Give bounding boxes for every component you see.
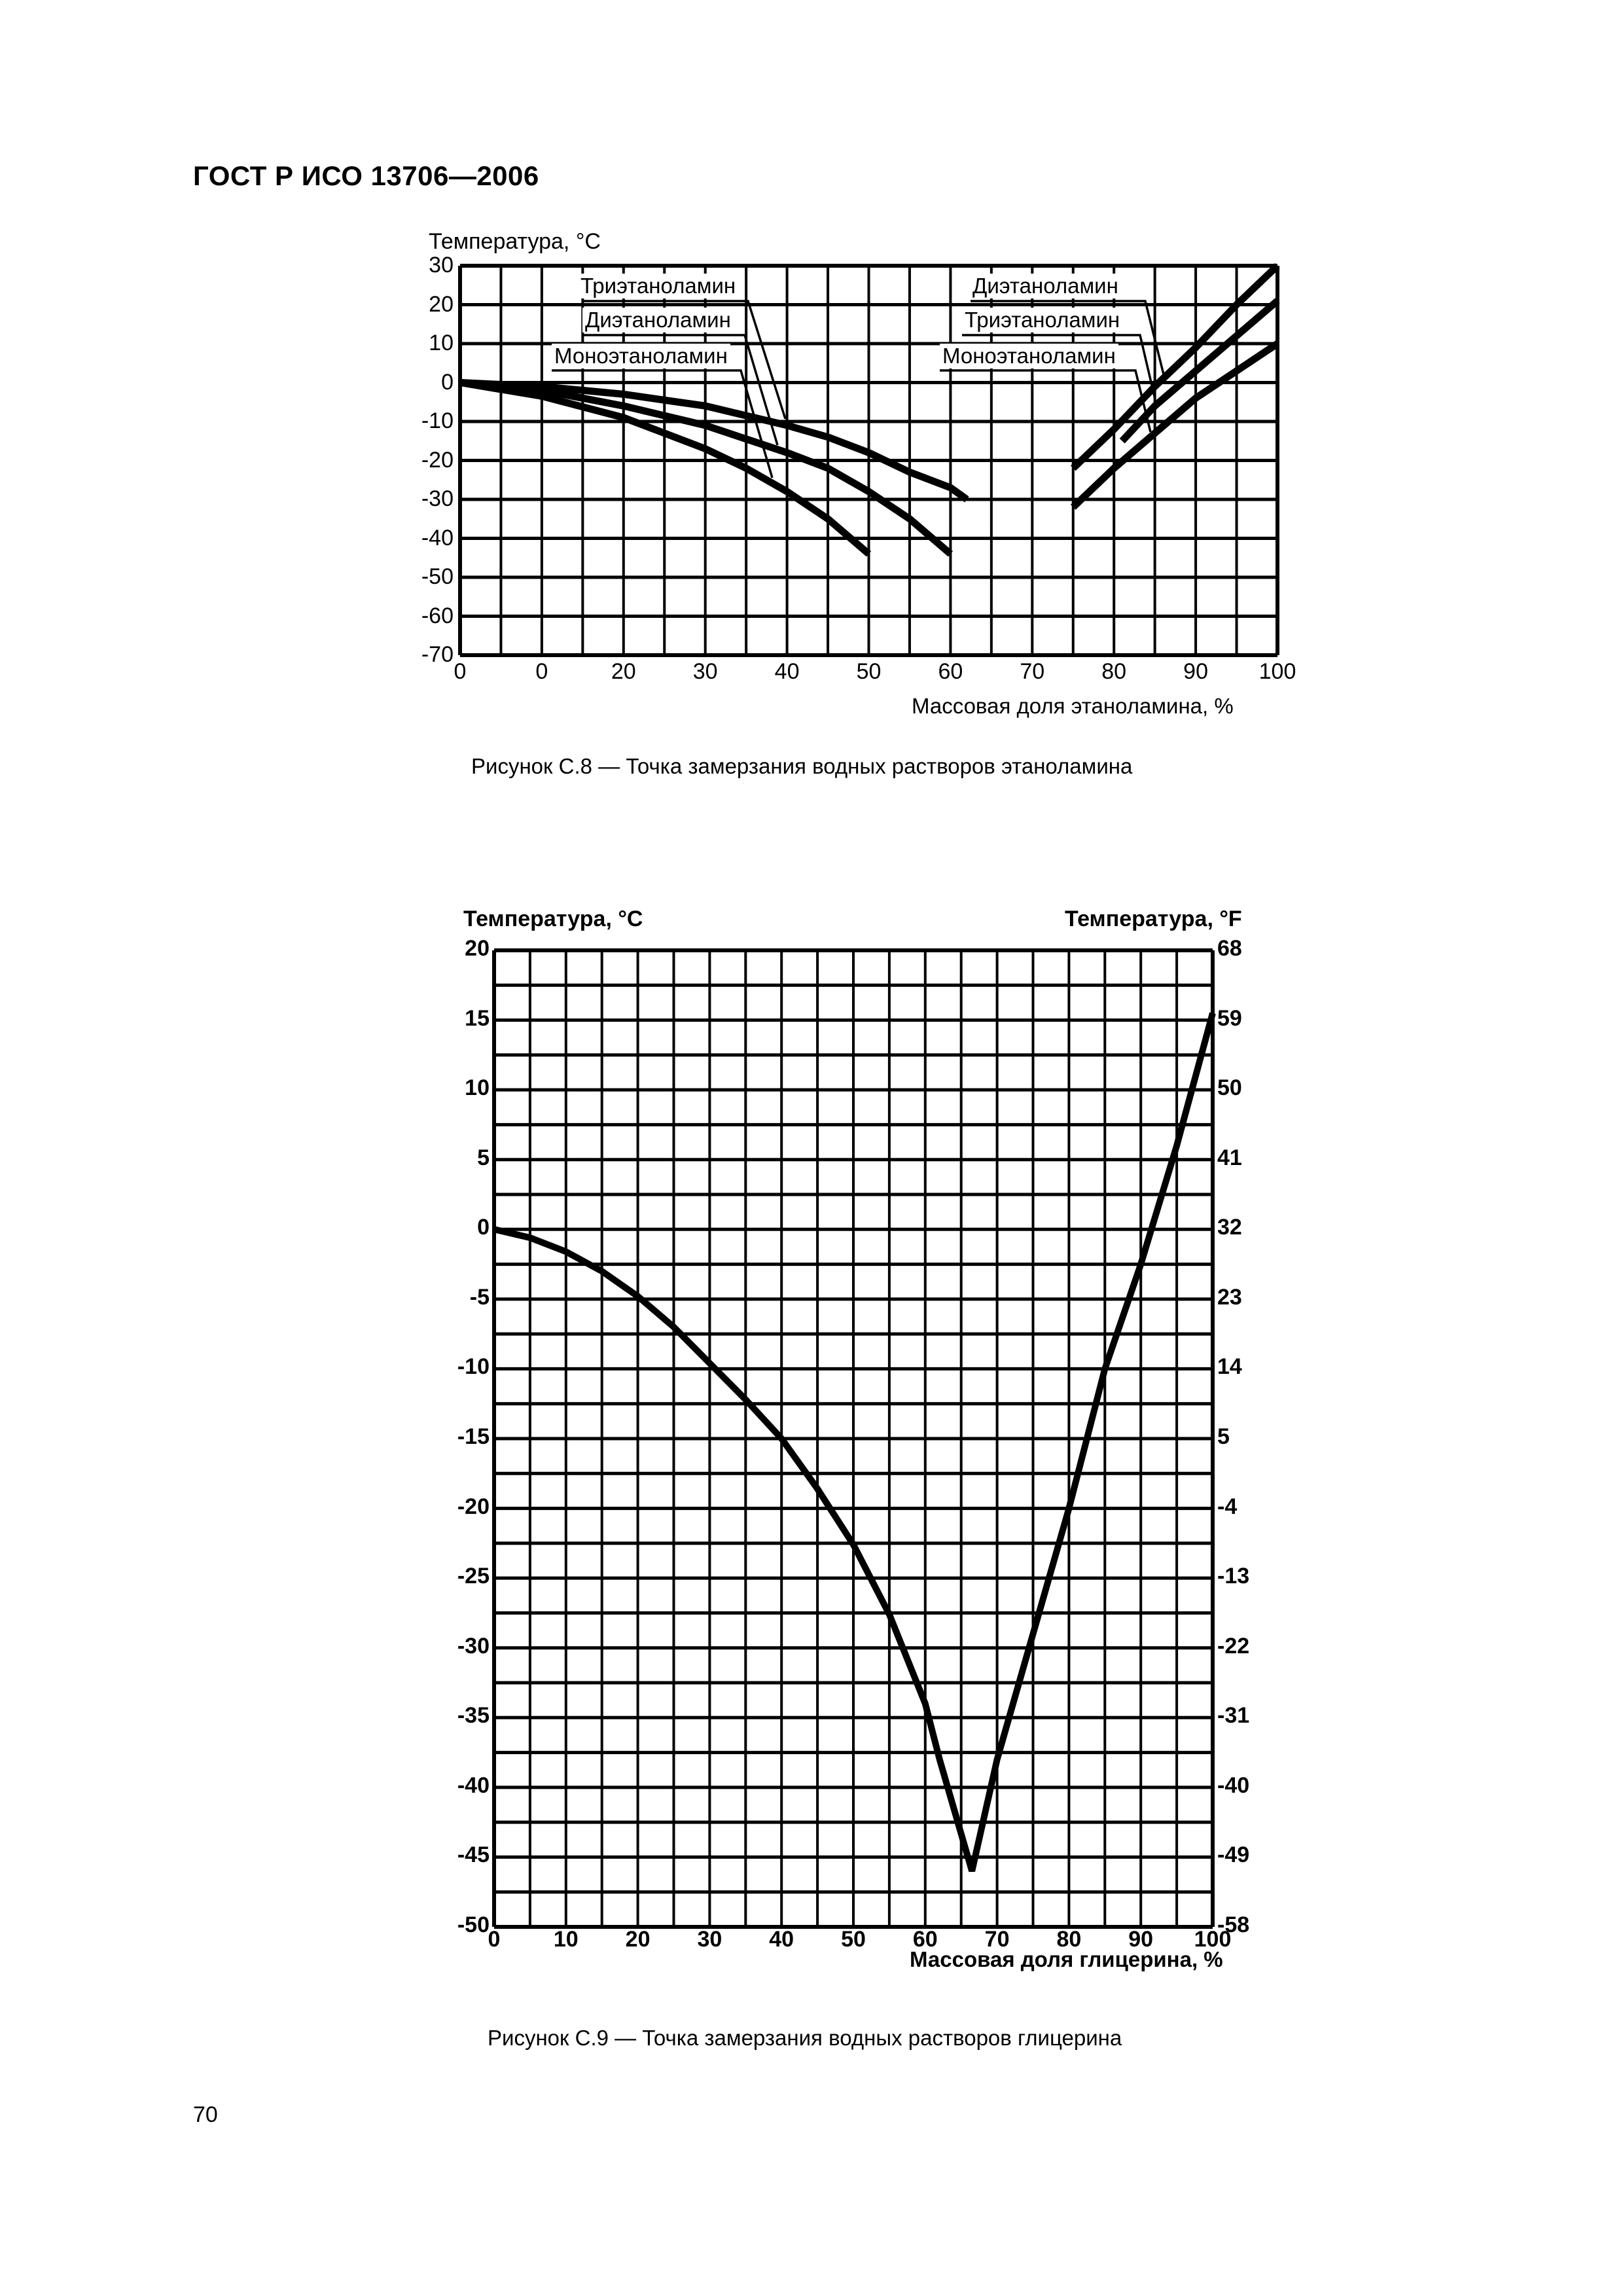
fig9-x-tick: 0: [488, 1927, 501, 1952]
fig8-y-tick: 0: [441, 369, 454, 395]
fig9-y-tick-celsius: -10: [457, 1354, 490, 1380]
fig9-y-tick-fahrenheit: 14: [1217, 1354, 1242, 1380]
fig8-x-tick: 90: [1183, 659, 1208, 684]
fig8-caption: Рисунок C.8 — Точка замерзания водных ра…: [471, 754, 1133, 778]
fig9-y-tick-fahrenheit: 59: [1217, 1005, 1242, 1031]
fig9-y-axis-title-celsius: Температура, °C: [463, 906, 643, 931]
fig8-label-diethanolamine-right: Диэтаноламин: [970, 274, 1121, 298]
fig8-label-monoethanolamine-right: Моноэтаноламин: [940, 344, 1118, 368]
fig8-y-tick: -30: [421, 486, 454, 511]
fig8-x-tick: 60: [938, 659, 963, 684]
fig8-y-tick: -10: [421, 408, 454, 433]
fig8-x-tick: 0: [535, 659, 548, 684]
fig9-x-tick: 30: [697, 1927, 722, 1952]
fig8-x-tick: 40: [774, 659, 800, 684]
fig9-y-tick-celsius: -50: [457, 1912, 490, 1937]
fig9-y-tick-celsius: -5: [469, 1284, 490, 1310]
document-header: ГОСТ Р ИСО 13706—2006: [193, 160, 539, 191]
fig9-x-tick: 100: [1194, 1927, 1232, 1952]
fig9-x-tick: 40: [769, 1927, 794, 1952]
page-number: 70: [193, 2102, 218, 2127]
fig8-y-axis-title: Температура, °C: [429, 229, 601, 254]
fig8-y-tick: -70: [421, 642, 454, 667]
fig9-y-tick-celsius: -15: [457, 1424, 490, 1449]
fig9-y-tick-fahrenheit: -4: [1217, 1494, 1238, 1519]
fig9-y-tick-celsius: -25: [457, 1564, 490, 1589]
fig9-x-tick: 20: [625, 1927, 651, 1952]
fig8-x-tick: 20: [611, 659, 636, 684]
fig9-x-tick: 50: [841, 1927, 866, 1952]
fig9-y-tick-celsius: 20: [465, 936, 490, 961]
fig9-y-tick-celsius: 10: [465, 1075, 490, 1101]
fig9-y-tick-fahrenheit: 68: [1217, 936, 1242, 961]
fig8-label-triethanolamine-left: Триэтаноламин: [578, 274, 739, 298]
fig8-y-tick: 30: [429, 253, 454, 278]
fig9-x-tick: 90: [1128, 1927, 1154, 1952]
fig9-x-axis-title: Массовая доля глицерина, %: [910, 1947, 1223, 1971]
fig8-x-tick: 50: [856, 659, 882, 684]
fig8-x-tick: 0: [454, 659, 467, 684]
fig9-y-tick-fahrenheit: 50: [1217, 1075, 1242, 1101]
fig9-y-tick-fahrenheit: -49: [1217, 1842, 1250, 1868]
fig9-y-tick-fahrenheit: 5: [1217, 1424, 1230, 1449]
fig9-x-tick: 60: [912, 1927, 938, 1952]
fig9-y-tick-celsius: 5: [477, 1145, 490, 1170]
fig9-y-tick-celsius: -40: [457, 1772, 490, 1798]
fig8-label-diethanolamine-left: Диэтаноламин: [582, 308, 734, 332]
fig9-x-tick: 80: [1056, 1927, 1082, 1952]
fig8-x-axis-title: Массовая доля этаноламина, %: [912, 694, 1234, 718]
fig8-y-tick: 20: [429, 291, 454, 317]
fig9-caption: Рисунок C.9 — Точка замерзания водных ра…: [488, 2026, 1122, 2050]
fig9-y-tick-celsius: 15: [465, 1005, 490, 1031]
fig9-y-tick-fahrenheit: -13: [1217, 1564, 1250, 1589]
fig9-y-axis-title-fahrenheit: Температура, °F: [1065, 906, 1242, 931]
fig8-label-triethanolamine-right: Триэтаноламин: [962, 308, 1123, 332]
fig8-y-tick: -60: [421, 603, 454, 628]
fig9-y-tick-fahrenheit: 32: [1217, 1215, 1242, 1240]
fig8-label-monoethanolamine-left: Моноэтаноламин: [552, 344, 730, 368]
fig8-x-tick: 100: [1258, 659, 1296, 684]
fig9-y-tick-fahrenheit: -40: [1217, 1772, 1250, 1798]
fig9-y-tick-fahrenheit: 41: [1217, 1145, 1242, 1170]
fig9-y-tick-fahrenheit: -22: [1217, 1633, 1250, 1659]
fig9-y-tick-fahrenheit: -58: [1217, 1912, 1250, 1937]
fig9-x-tick: 10: [553, 1927, 579, 1952]
fig9-y-tick-celsius: -35: [457, 1703, 490, 1729]
fig9-y-tick-celsius: -45: [457, 1842, 490, 1868]
fig9-y-tick-fahrenheit: 23: [1217, 1284, 1242, 1310]
fig8-y-tick: -40: [421, 525, 454, 550]
fig9-plot: [492, 948, 1216, 1929]
fig8-y-tick: -50: [421, 564, 454, 589]
fig8-x-tick: 80: [1101, 659, 1127, 684]
fig8-x-tick: 30: [692, 659, 718, 684]
fig9-y-tick-fahrenheit: -31: [1217, 1703, 1250, 1729]
fig8-y-tick: 10: [429, 331, 454, 355]
fig9-x-tick: 70: [984, 1927, 1010, 1952]
fig9-y-tick-celsius: 0: [477, 1215, 490, 1240]
fig8-x-tick: 70: [1020, 659, 1045, 684]
fig9-y-tick-celsius: -30: [457, 1633, 490, 1659]
fig9-y-tick-celsius: -20: [457, 1494, 490, 1519]
fig8-y-tick: -20: [421, 447, 454, 473]
